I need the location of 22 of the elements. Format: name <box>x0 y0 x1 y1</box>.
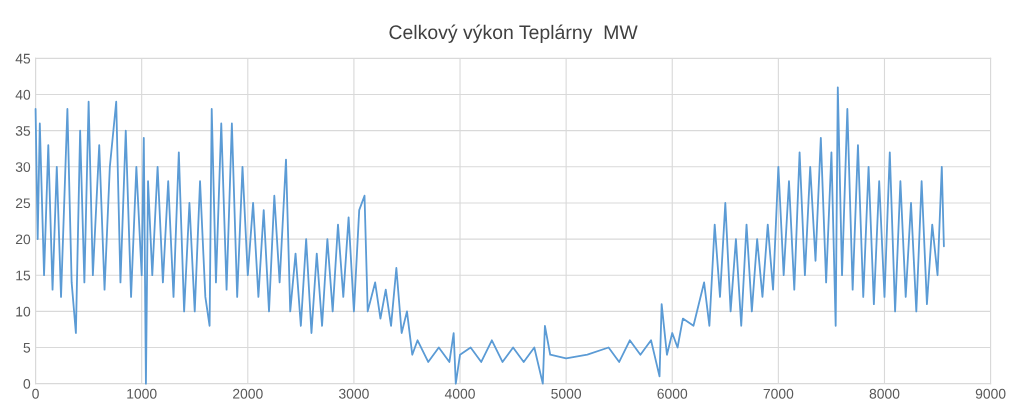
x-tick-label: 9000 <box>975 388 1006 399</box>
line-series <box>34 86 945 385</box>
y-tick-label: 15 <box>16 270 31 281</box>
y-tick-label: 30 <box>15 162 31 172</box>
y-tick-label: 5 <box>23 342 31 353</box>
x-tick-label: 4000 <box>444 388 475 399</box>
x-tick-label: 8000 <box>869 388 900 399</box>
y-tick-label: 45 <box>15 53 31 64</box>
x-tick-label: 0 <box>32 388 39 399</box>
x-tick-label: 2000 <box>233 388 263 399</box>
y-tick-label: 35 <box>15 125 31 136</box>
y-tick-label: 0 <box>23 378 31 389</box>
y-tick-label: 25 <box>15 198 31 209</box>
x-tick-label: 7000 <box>763 388 794 399</box>
x-tick-label: 3000 <box>338 388 369 399</box>
x-tick-label: 6000 <box>657 388 688 399</box>
y-tick-label: 40 <box>15 89 31 100</box>
chart-title: Celkový výkon Teplárny MW <box>389 24 638 43</box>
y-tick-label: 10 <box>16 306 31 317</box>
x-tick-label: 5000 <box>551 388 582 399</box>
x-tick-label: 1000 <box>127 388 157 399</box>
y-tick-label: 20 <box>15 234 31 245</box>
